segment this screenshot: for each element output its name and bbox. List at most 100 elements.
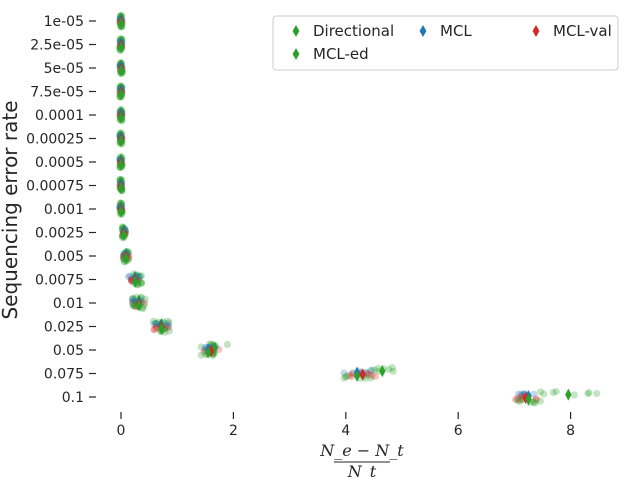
x-tick-label: 6 — [454, 423, 463, 439]
x-tick-label: 0 — [117, 423, 126, 439]
y-tick-label: 0.005 — [44, 249, 84, 265]
legend: Directional MCL MCL-val MCL-ed — [272, 15, 619, 71]
legend-marker — [419, 25, 427, 37]
data-point — [129, 297, 138, 306]
data-point — [349, 369, 357, 377]
data-point — [125, 273, 133, 281]
y-tick-label: 0.0005 — [35, 155, 84, 171]
data-point — [511, 395, 520, 404]
data-point — [532, 395, 540, 403]
mean-marker — [117, 64, 125, 77]
data-point — [129, 295, 137, 303]
y-tick-label: 0.05 — [53, 343, 84, 359]
mean-marker — [158, 322, 165, 335]
data-point — [536, 397, 545, 405]
data-point — [128, 296, 136, 304]
data-point — [340, 369, 348, 377]
mean-marker — [117, 111, 125, 124]
legend-label: MCL — [440, 22, 472, 40]
data-point — [552, 388, 560, 396]
x-axis-label-denominator: N_t — [347, 462, 377, 480]
data-point — [151, 325, 159, 334]
data-point — [368, 366, 376, 374]
mean-marker — [211, 341, 219, 354]
data-point — [549, 388, 557, 396]
data-point — [129, 294, 137, 303]
data-point — [163, 322, 171, 330]
data-point — [340, 374, 348, 382]
y-tick-label: 0.00075 — [26, 179, 84, 195]
data-point — [514, 394, 522, 402]
x-tick-label: 8 — [566, 423, 575, 439]
data-point — [530, 390, 538, 398]
data-point — [129, 299, 137, 307]
data-points — [116, 11, 601, 407]
legend-box — [272, 15, 619, 71]
data-point — [138, 279, 146, 287]
series-means — [117, 12, 572, 406]
y-tick-label: 0.1 — [62, 390, 84, 406]
y-tick-label: 5e-05 — [44, 61, 84, 77]
data-point — [517, 390, 525, 398]
data-point — [364, 369, 372, 378]
mean-marker — [565, 388, 572, 401]
data-point — [129, 301, 137, 309]
data-point — [223, 340, 231, 348]
data-point — [129, 298, 137, 306]
data-point — [513, 396, 522, 404]
mean-marker — [117, 87, 125, 100]
data-point — [149, 317, 158, 325]
y-tick-label: 0.075 — [44, 367, 84, 383]
mean-marker — [117, 205, 125, 218]
data-point — [141, 295, 149, 303]
data-point — [342, 372, 350, 380]
data-point — [345, 371, 353, 379]
data-point — [388, 364, 396, 372]
data-point — [197, 351, 205, 359]
data-point — [164, 323, 173, 331]
data-point — [164, 323, 172, 331]
data-point — [584, 390, 592, 398]
data-point — [126, 272, 134, 280]
y-tick-label: 0.0025 — [35, 226, 84, 242]
x-axis: 0 2 4 6 8 — [117, 412, 575, 439]
data-point — [540, 390, 548, 398]
mean-marker — [204, 346, 212, 359]
mean-marker — [379, 365, 386, 378]
data-point — [570, 391, 578, 399]
legend-label: MCL-ed — [313, 45, 369, 63]
data-point — [515, 390, 523, 398]
mean-marker — [117, 17, 125, 30]
mean-marker — [135, 299, 143, 312]
data-point — [151, 319, 159, 327]
data-point — [137, 272, 145, 280]
mean-marker — [117, 40, 125, 53]
data-point — [164, 317, 172, 325]
legend-label: Directional — [313, 22, 394, 40]
x-tick-label: 2 — [229, 423, 238, 439]
x-axis-label-numerator: N_e − N_t — [319, 441, 404, 460]
y-axis: 1e-05 2.5e-05 5e-05 7.5e-05 0.0001 0.00025 0.0… — [26, 14, 96, 406]
y-tick-label: 1e-05 — [44, 14, 84, 30]
y-tick-label: 0.0075 — [35, 273, 84, 289]
y-tick-label: 0.01 — [53, 296, 84, 312]
x-tick-label: 4 — [341, 423, 350, 439]
data-point — [342, 373, 350, 381]
y-tick-label: 0.001 — [44, 202, 84, 218]
y-tick-label: 0.025 — [44, 320, 84, 336]
mean-marker — [353, 369, 361, 382]
data-point — [165, 327, 173, 335]
data-point — [137, 279, 145, 287]
data-point — [150, 325, 158, 334]
legend-label: MCL-val — [553, 22, 612, 40]
data-point — [367, 374, 375, 382]
data-point — [137, 278, 145, 287]
data-point — [140, 301, 148, 310]
mean-marker — [525, 393, 532, 406]
x-axis-label: N_e − N_t N_t — [319, 441, 404, 480]
data-point — [371, 366, 379, 374]
y-tick-label: 7.5e-05 — [30, 85, 84, 101]
data-point — [367, 366, 375, 375]
y-tick-label: 2.5e-05 — [30, 38, 84, 54]
